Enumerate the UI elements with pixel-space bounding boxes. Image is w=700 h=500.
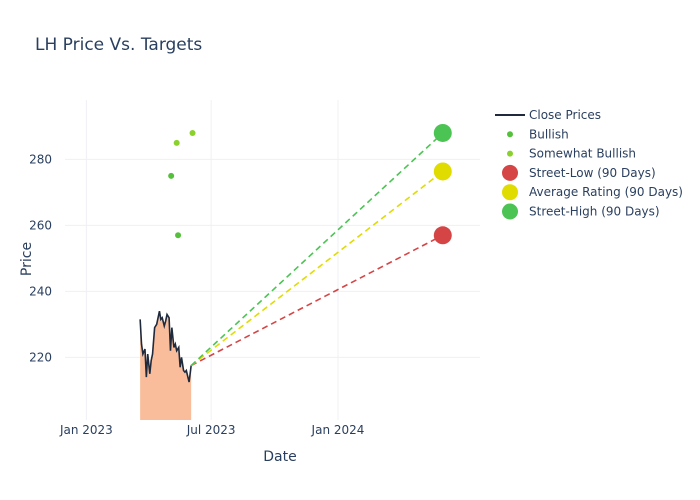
legend-item-2[interactable]: Somewhat Bullish <box>507 147 636 161</box>
y-tick-label: 220 <box>29 350 52 364</box>
x-axis-title: Date <box>263 449 296 465</box>
legend-label: Average Rating (90 Days) <box>529 185 683 199</box>
legend-dot-swatch <box>507 150 513 157</box>
close-price-area <box>140 311 192 420</box>
x-tick-label: Jan 2023 <box>59 423 113 437</box>
x-tick-label: Jan 2024 <box>311 423 365 437</box>
target-marker-0[interactable] <box>433 226 452 245</box>
legend-item-1[interactable]: Bullish <box>507 127 569 141</box>
x-tick-label: Jul 2023 <box>186 423 236 437</box>
rating-point[interactable] <box>168 172 175 179</box>
rating-point[interactable] <box>189 129 196 136</box>
target-line-0 <box>190 234 444 367</box>
legend-label: Close Prices <box>529 108 601 122</box>
legend-marker-swatch <box>502 203 518 220</box>
target-line-2 <box>190 132 444 367</box>
plot-area: 220 240 260 280 Jan 2023 Jul 2023 Jan 2024 <box>29 100 480 437</box>
target-marker-2[interactable] <box>433 123 452 142</box>
y-tick-label: 280 <box>29 152 52 166</box>
legend-label: Somewhat Bullish <box>529 147 636 161</box>
rating-point[interactable] <box>175 232 182 239</box>
y-tick-label: 240 <box>29 284 52 298</box>
close-price-line <box>139 310 192 383</box>
target-marker-1[interactable] <box>433 162 452 181</box>
legend-label: Bullish <box>529 127 569 141</box>
legend-dot-swatch <box>507 131 513 138</box>
legend-marker-swatch <box>502 184 518 201</box>
rating-point[interactable] <box>173 139 180 146</box>
legend-label: Street-Low (90 Days) <box>529 166 656 180</box>
y-axis-title: Price <box>19 242 35 276</box>
target-line-1 <box>190 170 444 367</box>
legend[interactable]: Close Prices Bullish Somewhat Bullish Stree… <box>495 108 683 220</box>
y-tick-label: 260 <box>29 218 52 232</box>
chart-title: LH Price Vs. Targets <box>35 35 202 55</box>
legend-item-0[interactable]: Close Prices <box>495 108 601 122</box>
legend-item-3[interactable]: Street-Low (90 Days) <box>502 164 656 181</box>
legend-item-4[interactable]: Average Rating (90 Days) <box>502 184 683 201</box>
legend-item-5[interactable]: Street-High (90 Days) <box>502 203 660 220</box>
legend-label: Street-High (90 Days) <box>529 205 660 219</box>
legend-marker-swatch <box>502 164 518 181</box>
